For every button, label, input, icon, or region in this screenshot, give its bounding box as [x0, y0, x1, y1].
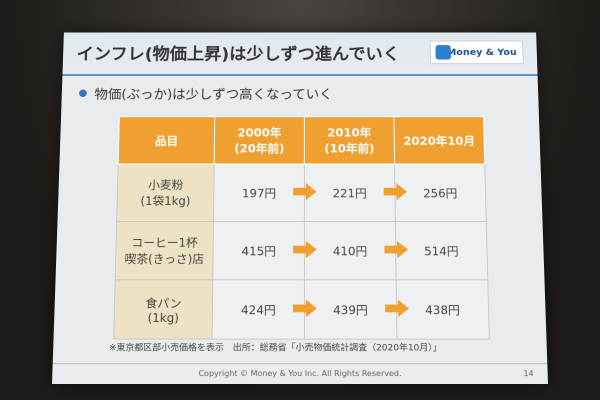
price-cell: 439円: [304, 280, 396, 339]
arrow-shape: [384, 183, 408, 200]
price-cell: 256円: [395, 164, 487, 221]
cell-line: (1袋1kg): [140, 194, 190, 207]
cell-line: 品目: [155, 134, 178, 147]
arrow-shape: [293, 241, 317, 258]
price: 221円: [333, 186, 367, 199]
header-row: 品目 2000年 (20年前) 2010年 (10年前) 2020年10月: [118, 117, 485, 164]
cell-line: 2020年10月: [403, 134, 475, 147]
page-number: 14: [523, 369, 533, 378]
arrow-shape: [293, 300, 317, 317]
logo-mark: [435, 45, 451, 59]
price-cell: 514円: [395, 221, 487, 279]
price-cell: 415円: [213, 221, 305, 279]
copyright: Copyright © Money & You Inc. All Rights …: [52, 369, 548, 378]
price-cell: 221円: [304, 164, 395, 221]
arrow: [384, 183, 408, 200]
arrow: [293, 300, 317, 317]
arrow: [385, 300, 409, 317]
bullet-text: 物価(ぶっか)は少しずつ高くなっていく: [94, 85, 332, 103]
arrow-shape: [293, 183, 316, 200]
cell-line: (1kg): [147, 311, 179, 325]
price: 424円: [241, 303, 276, 317]
slide: インフレ(物価上昇)は少しずつ進んでいく Money & You 物価(ぶっか)…: [52, 32, 548, 384]
arrow: [293, 241, 317, 258]
arrow: [384, 241, 408, 258]
cell-line: 食パン: [145, 296, 181, 310]
table-row: 食パン (1kg) 424円 439円 438円: [114, 280, 490, 339]
price: 415円: [242, 244, 276, 257]
bullet-dot: [79, 90, 87, 97]
logo-text: Money & You: [447, 47, 517, 57]
arrow-shape: [384, 241, 408, 258]
price: 197円: [242, 186, 276, 199]
price-cell: 410円: [304, 221, 396, 279]
arrow: [293, 183, 316, 200]
item-cell: コーヒー1杯 喫茶(きっさ)店: [115, 221, 213, 279]
arrow-shape: [385, 300, 409, 317]
price-table: 品目 2000年 (20年前) 2010年 (10年前) 2020年10月小麦粉 (1袋1k…: [113, 116, 490, 339]
header-cell: 2000年 (20年前): [214, 117, 304, 164]
cell-line: 小麦粉: [148, 179, 183, 192]
price-cell: 197円: [213, 164, 304, 221]
header-cell: 2020年10月: [394, 117, 485, 164]
header-cell: 2010年 (10年前): [304, 117, 394, 164]
cell-line: (20年前): [234, 142, 284, 155]
price: 438円: [425, 303, 460, 317]
slide-title: インフレ(物価上昇)は少しずつ進んでいく: [76, 41, 400, 65]
item-cell: 小麦粉 (1袋1kg): [117, 164, 214, 221]
price-cell: 438円: [396, 280, 489, 339]
price: 514円: [424, 244, 459, 257]
header-cell: 品目: [118, 117, 215, 164]
cell-line: コーヒー1杯: [131, 236, 198, 249]
cell-line: (10年前): [324, 142, 374, 155]
price: 439円: [333, 303, 368, 317]
logo: Money & You: [430, 41, 524, 65]
footer: Copyright © Money & You Inc. All Rights …: [52, 363, 548, 384]
table-row: コーヒー1杯 喫茶(きっさ)店 415円 410円 514円: [115, 221, 488, 279]
cell-line: 2000年: [237, 126, 281, 139]
title-bar: インフレ(物価上昇)は少しずつ進んでいく Money & You: [62, 32, 537, 75]
table-row: 小麦粉 (1袋1kg) 197円 221円 256円: [117, 164, 487, 221]
price: 256円: [423, 186, 457, 199]
cell-line: 2010年: [327, 126, 371, 139]
item-cell: 食パン (1kg): [114, 280, 213, 339]
source-note: ※東京都区部小売価格を表示 出所：総務省「小売物価統計調査（2020年10月）」: [109, 341, 442, 354]
price: 410円: [333, 244, 367, 257]
cell-line: 喫茶(きっさ)店: [124, 252, 204, 265]
price-cell: 424円: [212, 280, 304, 339]
